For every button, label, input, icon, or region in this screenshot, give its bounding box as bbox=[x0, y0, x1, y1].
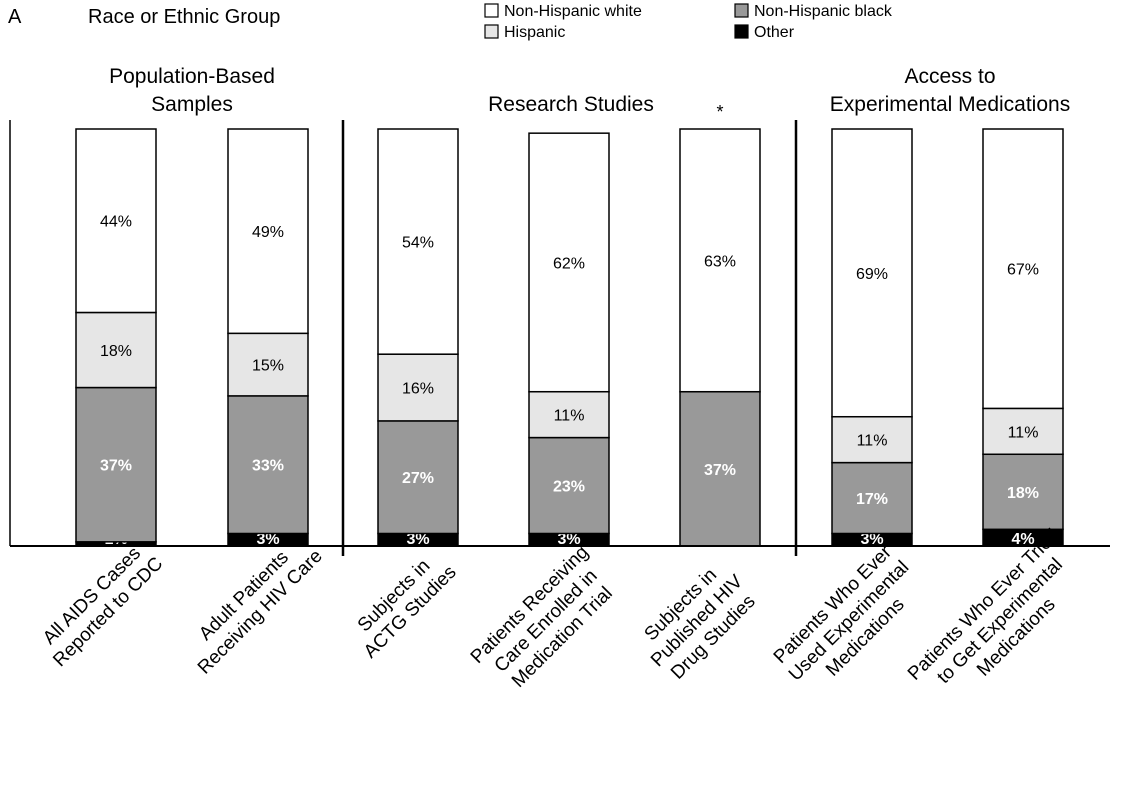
bar-2-hispanic bbox=[227, 332, 309, 397]
data-label-4-hispanic: 11% bbox=[554, 408, 585, 425]
data-label-2-hispanic: 15% bbox=[252, 358, 284, 375]
data-label-5-non-hispanic-black: 37% bbox=[704, 462, 736, 479]
group-title-2: Research Studies bbox=[488, 93, 654, 116]
data-label-3-non-hispanic-white: 54% bbox=[402, 235, 434, 252]
bar-7-hispanic bbox=[982, 407, 1064, 456]
data-label-7-hispanic: 11% bbox=[1008, 424, 1039, 441]
data-label-7-other: 4% bbox=[1011, 531, 1034, 548]
legend-label-non-hispanic-white: Non-Hispanic white bbox=[504, 3, 642, 20]
data-label-6-non-hispanic-black: 17% bbox=[856, 491, 888, 508]
data-label-7-non-hispanic-white: 67% bbox=[1007, 262, 1039, 279]
bar-6-non-hispanic-black bbox=[831, 461, 913, 535]
legend-label-hispanic: Hispanic bbox=[504, 24, 565, 41]
bar-3-non-hispanic-black bbox=[377, 420, 459, 535]
data-label-4-other: 3% bbox=[557, 531, 580, 548]
category-label-2: Adult PatientsReceiving HIV Care bbox=[178, 530, 327, 679]
bar-5-non-hispanic-white bbox=[679, 128, 761, 393]
bar-7-non-hispanic-white bbox=[982, 128, 1064, 410]
category-label-4: Patients ReceivingCare Enrolled inMedica… bbox=[467, 542, 626, 701]
bar-6-non-hispanic-white bbox=[831, 128, 913, 418]
data-label-6-other: 3% bbox=[860, 531, 883, 548]
data-label-4-non-hispanic-white: 62% bbox=[553, 255, 585, 272]
bar-4-non-hispanic-white bbox=[528, 132, 610, 393]
annotation-asterisk: * bbox=[716, 102, 723, 122]
data-label-3-non-hispanic-black: 27% bbox=[402, 470, 434, 487]
category-label-1: All AIDS CasesReported to CDC bbox=[33, 537, 167, 671]
data-label-4-non-hispanic-black: 23% bbox=[553, 479, 585, 496]
data-label-2-other: 3% bbox=[256, 531, 279, 548]
category-label-7: Patients Who Ever Triedto Get Experiment… bbox=[904, 525, 1096, 717]
data-label-5-non-hispanic-white: 63% bbox=[704, 253, 736, 270]
data-label-7-non-hispanic-black: 18% bbox=[1007, 485, 1039, 502]
legend-label-other: Other bbox=[754, 24, 795, 41]
legend-label-non-hispanic-black: Non-Hispanic black bbox=[754, 3, 893, 20]
data-label-1-non-hispanic-black: 37% bbox=[100, 458, 132, 475]
chart-title: Race or Ethnic Group bbox=[88, 6, 280, 28]
group-title-1: Population-Based Samples bbox=[109, 65, 275, 116]
data-label-1-hispanic: 18% bbox=[100, 343, 132, 360]
legend-swatch-hispanic bbox=[484, 24, 499, 39]
data-label-1-non-hispanic-white: 44% bbox=[100, 214, 132, 231]
bar-1-non-hispanic-white bbox=[75, 128, 157, 314]
category-label-3: Subjects inACTG Studies bbox=[344, 546, 461, 663]
bar-3-non-hispanic-white bbox=[377, 128, 459, 355]
bar-6-hispanic bbox=[831, 415, 913, 464]
bar-7-non-hispanic-black bbox=[982, 453, 1064, 531]
data-label-6-hispanic: 11% bbox=[857, 433, 888, 450]
data-label-3-other: 3% bbox=[406, 531, 429, 548]
bar-5-non-hispanic-black bbox=[679, 390, 761, 547]
data-label-6-non-hispanic-white: 69% bbox=[856, 266, 888, 283]
group-title-3: Access to Experimental Medications bbox=[830, 65, 1070, 116]
bar-2-non-hispanic-black bbox=[227, 395, 309, 535]
bar-4-non-hispanic-black bbox=[528, 436, 610, 535]
bar-1-hispanic bbox=[75, 311, 157, 389]
bar-3-hispanic bbox=[377, 353, 459, 422]
legend-swatch-non-hispanic-black bbox=[734, 3, 749, 18]
bar-2-non-hispanic-white bbox=[227, 128, 309, 335]
category-label-6: Patients Who EverUsed ExperimentalMedica… bbox=[769, 541, 930, 702]
data-label-2-non-hispanic-white: 49% bbox=[252, 224, 284, 241]
data-label-2-non-hispanic-black: 33% bbox=[252, 458, 284, 475]
legend-swatch-non-hispanic-white bbox=[484, 3, 499, 18]
panel-label: A bbox=[8, 6, 22, 28]
data-label-3-hispanic: 16% bbox=[402, 381, 434, 398]
bar-4-hispanic bbox=[528, 390, 610, 439]
category-label-5: Subjects inPublished HIVDrug Studies bbox=[631, 555, 764, 688]
legend-swatch-other bbox=[734, 24, 749, 39]
